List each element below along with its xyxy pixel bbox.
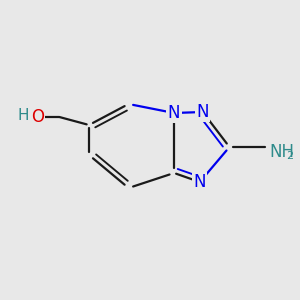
Text: O: O bbox=[31, 108, 44, 126]
Text: N: N bbox=[196, 103, 209, 121]
Text: NH: NH bbox=[269, 143, 294, 161]
Text: 2: 2 bbox=[286, 151, 293, 161]
Text: N: N bbox=[168, 104, 180, 122]
Text: H: H bbox=[18, 107, 29, 122]
Text: N: N bbox=[194, 173, 206, 191]
